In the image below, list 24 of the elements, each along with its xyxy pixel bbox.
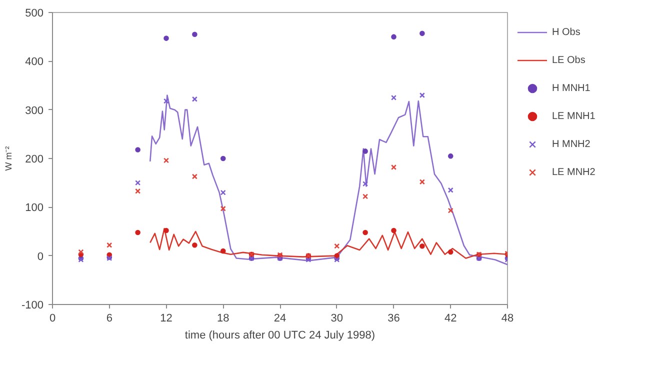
legend-label: H MNH2 <box>552 138 590 150</box>
x-tick-label: 12 <box>160 312 172 324</box>
x-tick-label: 36 <box>388 312 400 324</box>
y-tick-label: 200 <box>25 154 44 166</box>
legend-label: LE Obs <box>552 54 586 66</box>
y-tick-label: 500 <box>25 8 44 20</box>
x-tick-label: 6 <box>106 312 112 324</box>
x-tick-label: 24 <box>274 312 286 324</box>
legend-label: H Obs <box>552 26 580 38</box>
x-tick-label: 48 <box>501 312 514 324</box>
legend-label: LE MNH1 <box>552 110 596 122</box>
x-tick-label: 0 <box>49 312 56 324</box>
legend-label: LE MNH2 <box>552 166 596 178</box>
y-tick-label: 0 <box>37 250 44 263</box>
y-tick-label: -100 <box>21 300 44 312</box>
y-tick-label: 100 <box>25 202 44 214</box>
y-tick-label: 400 <box>25 56 44 68</box>
y-axis-title: W m⁻² <box>3 146 14 171</box>
x-tick-label: 30 <box>330 312 344 324</box>
x-axis-title: time (hours after 00 UTC 24 July 1998) <box>184 330 376 342</box>
x-tick-label: 42 <box>444 312 457 324</box>
x-tick-label: 18 <box>217 312 230 324</box>
legend-label: H MNH1 <box>552 82 590 94</box>
y-tick-label: 300 <box>25 104 44 117</box>
